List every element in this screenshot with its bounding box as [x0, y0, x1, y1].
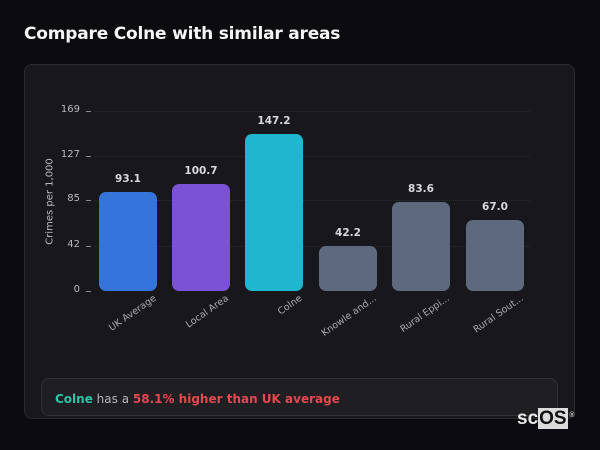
gridline [95, 246, 530, 248]
scos-logo: scOS ® [517, 408, 575, 429]
y-tick-mark [86, 200, 91, 202]
y-tick-mark [86, 155, 91, 157]
y-tick-mark [86, 246, 91, 248]
x-tick-label: Local Area [184, 293, 232, 331]
y-tick-label: 127 [60, 148, 80, 160]
bar-uk-average[interactable] [99, 191, 157, 291]
logo-prefix: sc [517, 408, 539, 429]
summary-highlight: 58.1% higher than UK average [132, 392, 340, 406]
registered-mark-icon: ® [569, 412, 575, 419]
bar-local-area[interactable] [172, 183, 230, 291]
bar-value-label: 100.7 [184, 164, 218, 177]
y-tick-label: 85 [67, 193, 80, 205]
summary-area-name: Colne [55, 392, 93, 406]
bar-knowle-and[interactable] [319, 246, 377, 291]
bar-value-label: 67.0 [482, 200, 508, 213]
y-tick-mark [86, 111, 91, 112]
x-tick-label: UK Average [106, 293, 159, 334]
bar-rural-sout[interactable] [466, 219, 524, 291]
logo-boxed: OS [538, 408, 568, 429]
summary-callout: Colne has a 58.1% higher than UK average [41, 378, 558, 416]
y-tick-label: 42 [67, 239, 80, 251]
gridline [95, 200, 530, 202]
bar-value-label: 83.6 [408, 182, 434, 195]
x-tick-label: Knowle and... [319, 293, 379, 339]
page-title: Compare Colne with similar areas [24, 24, 341, 44]
bar-rural-eppi[interactable] [392, 201, 450, 291]
x-tick-label: Rural Eppi... [398, 293, 452, 335]
bar-value-label: 42.2 [335, 227, 361, 240]
y-tick-label: 169 [60, 104, 80, 115]
y-tick-label: 0 [73, 284, 80, 295]
gridline [95, 111, 530, 112]
x-tick-label: Colne [275, 293, 305, 318]
summary-connector: has a [92, 392, 133, 406]
bar-value-label: 93.1 [115, 172, 141, 185]
x-tick-label: Rural Sout... [471, 293, 526, 336]
bar-value-label: 147.2 [257, 115, 291, 128]
bar-colne[interactable] [245, 134, 303, 291]
y-tick-mark [86, 291, 91, 292]
gridline [95, 155, 530, 157]
